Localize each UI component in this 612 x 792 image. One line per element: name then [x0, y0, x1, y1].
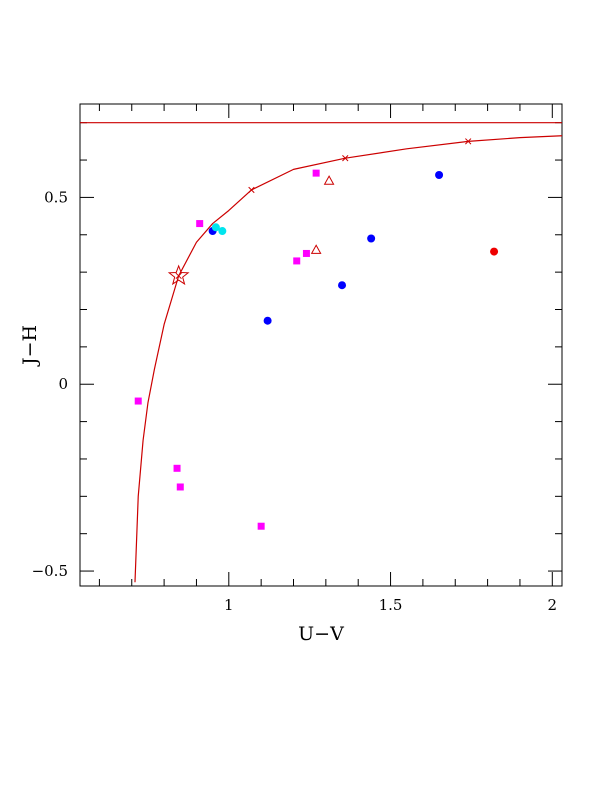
y-tick-label: −0.5 — [32, 562, 68, 580]
data-points — [134, 138, 499, 530]
data-point-triangle — [310, 244, 322, 254]
y-tick-label: 0 — [58, 375, 68, 393]
data-point-cross — [342, 155, 349, 162]
data-point-circle — [367, 234, 376, 243]
x-axis-label: U−V — [298, 623, 344, 645]
tick-labels: 1 1.5 2 −0.5 0 0.5 — [32, 188, 558, 614]
model-lines — [80, 122, 562, 583]
data-point-square — [134, 397, 142, 405]
data-point-square — [312, 169, 320, 177]
data-point-circle — [490, 247, 499, 256]
x-tick-label: 2 — [548, 596, 558, 614]
axis-ticks — [80, 104, 562, 586]
y-axis-label: J−H — [19, 325, 41, 367]
data-point-circle — [263, 316, 272, 325]
data-point-square — [176, 483, 184, 491]
data-point-cross — [175, 272, 182, 280]
data-point-circle — [211, 223, 220, 232]
plot-frame — [79, 103, 563, 587]
x-tick-label: 1.5 — [379, 596, 403, 614]
data-point-square — [257, 522, 265, 530]
data-point-square — [302, 249, 310, 257]
data-point-square — [196, 220, 204, 228]
data-point-cross — [465, 138, 472, 145]
data-point-square — [293, 257, 301, 265]
data-point-square — [173, 464, 181, 472]
data-point-circle — [218, 227, 227, 236]
data-point-triangle — [323, 175, 335, 185]
y-tick-label: 0.5 — [44, 188, 68, 206]
data-point-star — [167, 264, 190, 286]
data-point-circle — [435, 170, 444, 179]
data-point-cross — [248, 186, 255, 194]
model-curve — [134, 135, 562, 583]
x-tick-label: 1 — [224, 596, 234, 614]
data-point-circle — [338, 281, 347, 290]
